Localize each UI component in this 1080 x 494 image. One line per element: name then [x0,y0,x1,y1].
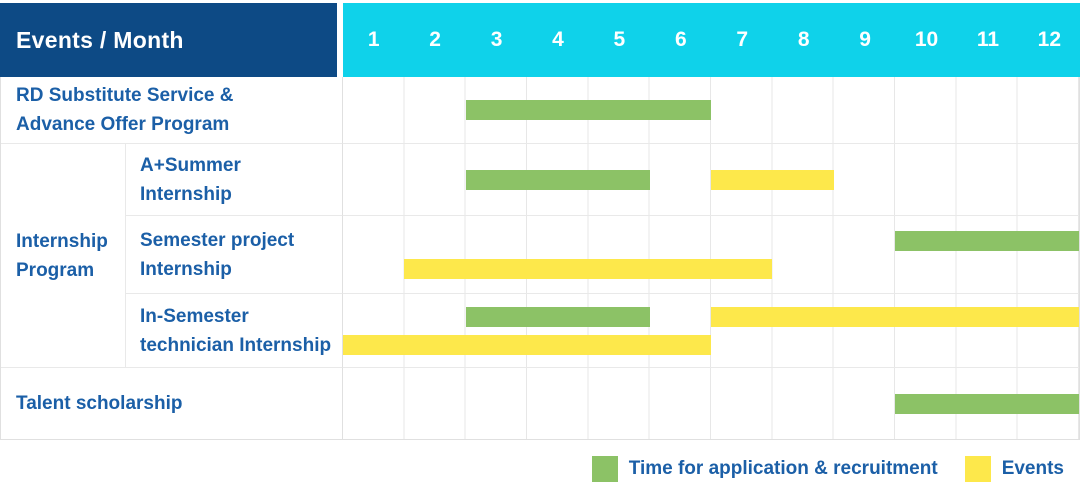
month-label: 6 [674,28,687,51]
month-label: 7 [736,28,749,51]
month-label: 2 [429,28,441,51]
events-month-header: Events / Month [0,3,337,77]
yellow-swatch-icon [964,456,991,482]
gantt-bar-line [343,258,1079,279]
chart-row-rd-substitute [342,77,1079,144]
legend-label: Events [1001,458,1064,479]
legend-item-events: Events [964,456,1064,482]
green-swatch-icon [591,456,618,482]
chart-row-talent-scholarship [342,368,1079,439]
gantt-bar-yellow [404,258,773,279]
chart-row-in-semester-technician [342,294,1079,368]
row-label-a-plus-summer: A+Summer Internship [125,144,342,216]
gantt-bar-green [465,306,650,327]
group-label-line: Internship [16,230,108,252]
month-label: 5 [613,28,626,51]
row-label-line: In-Semester [140,305,249,327]
gantt-bar-line [343,393,1079,414]
row-label-line: A+Summer [140,154,241,176]
group-label-line: Program [16,259,95,281]
gantt-bar-green [895,230,1079,251]
gantt-bar-line [343,306,1079,327]
gantt-bar-line [343,230,1079,251]
month-label: 4 [552,28,564,51]
gantt-bar-green [895,393,1079,414]
row-label-line: Advance Offer Program [16,114,230,135]
gantt-bar-yellow [343,334,711,355]
month-label: 9 [859,28,871,51]
gantt-bar-green [465,169,650,190]
row-label-talent-scholarship: Talent scholarship [1,368,342,439]
legend-item-application-recruitment: Time for application & recruitment [591,456,938,482]
gantt-bar-green [465,100,711,120]
row-label-line: Internship [140,258,232,280]
chart-row-semester-project [342,216,1079,294]
row-label-semester-project: Semester project Internship [125,216,342,294]
legend-label: Time for application & recruitment [628,458,938,479]
month-label: 10 [914,28,939,51]
month-label: 12 [1037,28,1062,51]
chart-row-a-plus-summer [342,144,1079,216]
group-label-internship-program: Internship Program [1,144,125,368]
header-divider [337,3,343,77]
table-body: RD Substitute Service & Advance Offer Pr… [0,77,1080,440]
table-header: Events / Month 1 2 3 4 5 6 7 8 9 10 11 12 [0,3,1080,77]
row-label-line: technician Internship [140,334,332,356]
gantt-bar-yellow [711,169,834,190]
gantt-bar-line [343,100,1079,120]
row-label-line: Talent scholarship [16,393,183,414]
gantt-bar-line [343,169,1079,190]
month-label: 11 [976,28,1000,51]
row-label-line: RD Substitute Service & [16,85,234,106]
row-label-line: Semester project [140,229,295,251]
row-label-rd-substitute: RD Substitute Service & Advance Offer Pr… [1,77,342,144]
row-label-in-semester-technician: In-Semester technician Internship [125,294,342,368]
gantt-bar-line [343,334,1079,355]
gantt-table: Events / Month 1 2 3 4 5 6 7 8 9 10 11 12 RD Substi… [0,3,1080,440]
month-label: 1 [367,28,380,51]
month-header-row: 1 2 3 4 5 6 7 8 9 10 11 12 [343,3,1080,77]
month-label: 8 [797,28,810,51]
row-label-line: Internship [140,183,232,205]
legend: Time for application & recruitment Event… [591,456,1064,482]
gantt-bar-yellow [711,306,1079,327]
month-label: 3 [490,28,503,51]
